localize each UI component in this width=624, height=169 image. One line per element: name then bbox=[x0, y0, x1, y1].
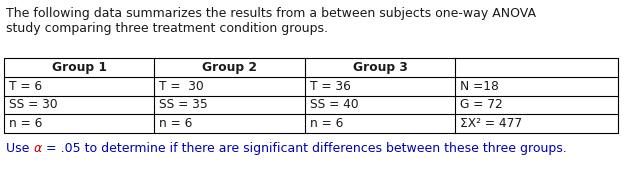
Text: SS = 35: SS = 35 bbox=[159, 98, 208, 111]
Text: Group 2: Group 2 bbox=[202, 61, 257, 74]
Text: = .05 to determine if there are significant differences between these three grou: = .05 to determine if there are signific… bbox=[42, 142, 567, 155]
Text: T = 36: T = 36 bbox=[310, 80, 351, 93]
Text: n = 6: n = 6 bbox=[159, 117, 193, 130]
Text: ΣX² = 477: ΣX² = 477 bbox=[461, 117, 522, 130]
Text: Group 3: Group 3 bbox=[353, 61, 407, 74]
Bar bbox=[4, 58, 618, 133]
Text: α: α bbox=[33, 142, 42, 155]
Text: Use: Use bbox=[6, 142, 33, 155]
Text: study comparing three treatment condition groups.: study comparing three treatment conditio… bbox=[6, 22, 328, 35]
Text: N =18: N =18 bbox=[461, 80, 499, 93]
Text: G = 72: G = 72 bbox=[461, 98, 503, 111]
Text: n = 6: n = 6 bbox=[310, 117, 343, 130]
Text: T =  30: T = 30 bbox=[159, 80, 204, 93]
Text: T = 6: T = 6 bbox=[9, 80, 42, 93]
Text: SS = 30: SS = 30 bbox=[9, 98, 57, 111]
Text: Group 1: Group 1 bbox=[52, 61, 107, 74]
Text: n = 6: n = 6 bbox=[9, 117, 42, 130]
Text: The following data summarizes the results from a between subjects one-way ANOVA: The following data summarizes the result… bbox=[6, 7, 536, 20]
Text: SS = 40: SS = 40 bbox=[310, 98, 358, 111]
